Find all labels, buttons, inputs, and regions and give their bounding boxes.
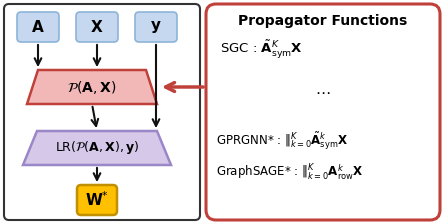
Text: $\mathbf{X}$: $\mathbf{X}$: [90, 19, 104, 35]
FancyBboxPatch shape: [206, 4, 440, 220]
Text: $\mathbf{W}^{*}$: $\mathbf{W}^{*}$: [85, 191, 109, 209]
FancyBboxPatch shape: [77, 185, 117, 215]
FancyBboxPatch shape: [4, 4, 200, 220]
FancyBboxPatch shape: [76, 12, 118, 42]
Text: $\mathcal{P}(\mathbf{A},\mathbf{X})$: $\mathcal{P}(\mathbf{A},\mathbf{X})$: [67, 78, 117, 95]
Polygon shape: [27, 70, 157, 104]
Text: $\mathrm{LR}(\mathcal{P}(\mathbf{A},\mathbf{X}),\mathbf{y})$: $\mathrm{LR}(\mathcal{P}(\mathbf{A},\mat…: [55, 140, 139, 157]
Text: GPRGNN$*$ : $\|_{k=0}^{K}\tilde{\mathbf{A}}_{\mathrm{sym}}^{k}\mathbf{X}$: GPRGNN$*$ : $\|_{k=0}^{K}\tilde{\mathbf{…: [216, 130, 348, 152]
Text: $\cdots$: $\cdots$: [315, 84, 331, 99]
Text: $\mathbf{y}$: $\mathbf{y}$: [150, 19, 162, 35]
Text: Propagator Functions: Propagator Functions: [238, 14, 408, 28]
Text: $\mathbf{A}$: $\mathbf{A}$: [31, 19, 45, 35]
FancyBboxPatch shape: [135, 12, 177, 42]
Text: SGC : $\tilde{\mathbf{A}}_{\mathrm{sym}}^{K}\mathbf{X}$: SGC : $\tilde{\mathbf{A}}_{\mathrm{sym}}…: [220, 38, 303, 60]
Polygon shape: [23, 131, 171, 165]
FancyBboxPatch shape: [17, 12, 59, 42]
Text: GraphSAGE$*$ : $\|_{k=0}^{K}\mathbf{A}_{\mathrm{row}}^{k}\mathbf{X}$: GraphSAGE$*$ : $\|_{k=0}^{K}\mathbf{A}_{…: [216, 162, 363, 182]
